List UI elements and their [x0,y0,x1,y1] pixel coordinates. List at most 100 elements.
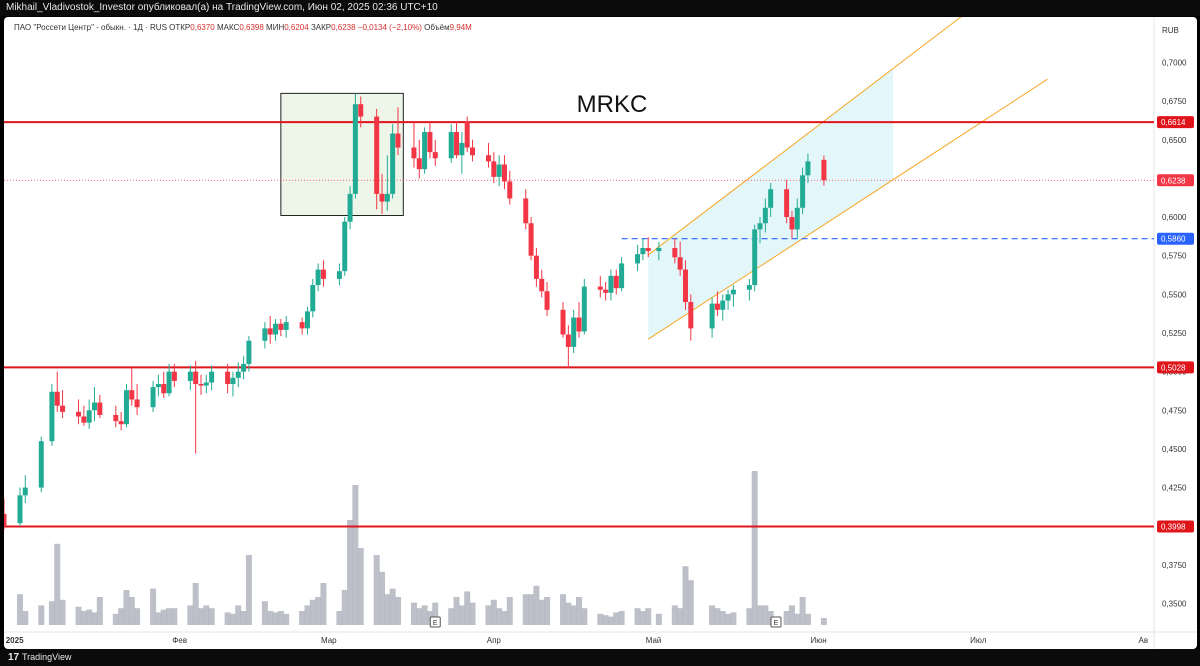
volume-bar [336,611,343,625]
level-price-tag [1157,116,1194,129]
volume-bar [410,602,417,625]
tradingview-brand: TradingView [22,652,72,662]
candle-body [539,278,545,292]
volume-bar [86,609,93,625]
candle-body [262,328,268,341]
x-tick-label: Май [646,636,662,645]
candle-body [581,286,587,332]
volume-bar [490,599,497,625]
volume-bar [464,591,471,625]
candle-body [608,275,614,293]
candle-body [640,247,646,255]
candle-body [92,402,98,411]
volume-bar [394,597,401,625]
volume-bar [123,590,130,625]
volume-bar [607,616,614,625]
candle-body [230,377,236,385]
candle-body [720,300,726,310]
candle-body [320,269,326,279]
volume-bar [299,611,306,625]
candle-body [342,221,348,272]
last-price-tag [1157,174,1194,187]
candle-body [784,189,790,218]
y-tick-label: 0,5250 [1162,329,1187,338]
candle-body [507,181,513,199]
volume-bar [751,471,758,625]
volume-bar [804,613,811,625]
volume-bar [570,605,577,625]
candle-body [800,175,806,208]
candle-body [118,421,124,425]
volume-bar [597,613,604,625]
candle-body [17,495,23,524]
volume-bar [602,615,609,625]
y-tick-label: 0,6500 [1162,136,1187,145]
candle-body [565,334,571,347]
volume-bar [501,611,508,625]
volume-bar [197,608,204,625]
volume-bar [166,608,173,625]
volume-label: Объём [424,23,450,32]
volume-bar [560,594,567,625]
candle-body [677,257,683,270]
candle-body [134,399,140,408]
volume-bar [544,597,551,625]
low-value: 0,6204 [284,23,309,32]
volume-bar [315,597,322,625]
volume-bar [709,605,716,625]
candle-body [187,371,193,381]
volume-bar [203,605,210,625]
candle-body [464,121,470,148]
volume-bar [757,605,764,625]
candlestick-chart[interactable]: RUB0,35000,37500,40000,42500,45000,47500… [4,17,1197,649]
y-tick-label: 0,6000 [1162,213,1187,222]
candle-body [730,289,736,295]
candle-body [501,164,507,182]
candle-body [4,513,7,527]
candle-body [155,384,161,388]
candle-body [533,255,539,279]
high-value: 0,6398 [239,23,264,32]
candle-body [49,391,55,442]
volume-bar [134,608,141,625]
volume-bar [38,605,45,625]
candle-body [672,247,678,258]
volume-bar [719,611,726,625]
candle-body [193,371,199,385]
volume-bar [458,605,465,625]
candle-body [805,161,811,176]
y-tick-label: 0,6750 [1162,97,1187,106]
candle-body [97,402,103,415]
volume-bar [687,580,694,625]
x-tick-label: 2025 [6,636,24,645]
volume-bar [155,612,162,625]
candle-body [768,189,774,208]
candle-body [560,309,566,335]
candle-body [619,263,625,289]
candle-body [571,317,577,347]
candle-body [315,269,321,286]
volume-bar [128,597,135,625]
volume-bar [192,583,199,625]
volume-bar [576,597,582,625]
candle-body [448,132,454,159]
candle-body [762,207,768,224]
candle-body [416,158,422,170]
volume-bar [682,566,689,625]
volume-bar [485,605,492,625]
volume-bar [634,608,641,625]
candle-body [76,411,82,417]
level-price-tag [1157,520,1194,533]
y-tick-label: 0,4250 [1162,484,1187,493]
volume-bar [820,618,827,625]
volume-bar [277,611,284,625]
candle-body [203,382,209,386]
volume-bar [389,588,396,625]
candle-body [459,142,465,156]
volume-bar [788,605,795,625]
chart-frame[interactable]: RUB0,35000,37500,40000,42500,45000,47500… [4,17,1197,649]
x-tick-label: Июн [810,636,826,645]
candle-body [603,289,609,293]
candle-body [352,104,358,194]
candle-body [379,193,385,202]
